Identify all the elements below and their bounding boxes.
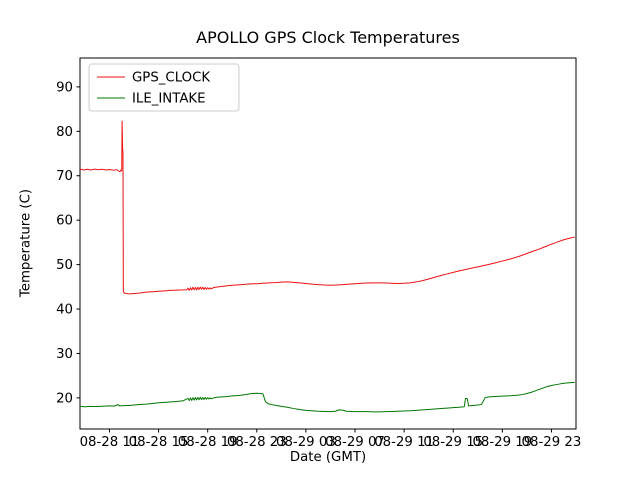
series-line-ile_intake xyxy=(79,381,575,413)
axes-frame xyxy=(79,57,577,430)
legend-label-ile_intake: ILE_INTAKE xyxy=(132,92,206,107)
y-tick-label: 60 xyxy=(56,214,73,229)
legend-label-gps_clock: GPS_CLOCK xyxy=(132,71,210,86)
legend-box xyxy=(88,63,240,112)
y-tick-label: 50 xyxy=(56,258,73,273)
y-tick-label: 80 xyxy=(56,125,73,140)
x-axis-label: Date (GMT) xyxy=(289,450,367,465)
x-tick-label: 08-28 11 xyxy=(80,435,140,450)
x-tick-label: 08-29 07 xyxy=(325,435,385,450)
x-tick-label: 08-28 15 xyxy=(129,435,189,450)
chart-title: APOLLO GPS Clock Temperatures xyxy=(196,28,460,47)
x-tick-label: 08-29 03 xyxy=(276,435,336,450)
x-tick-label: 08-28 19 xyxy=(178,435,238,450)
x-tick-label: 08-29 23 xyxy=(522,435,582,450)
y-tick-label: 90 xyxy=(56,80,73,95)
y-tick-label: 40 xyxy=(56,303,73,318)
series-line-gps_clock xyxy=(79,120,575,295)
y-axis-label: Temperature (C) xyxy=(18,188,34,298)
y-tick-label: 20 xyxy=(56,391,73,406)
y-tick-label: 30 xyxy=(56,347,73,362)
x-tick-label: 08-29 11 xyxy=(374,435,434,450)
x-tick-label: 08-28 23 xyxy=(227,435,287,450)
y-tick-label: 70 xyxy=(56,169,73,184)
x-tick-label: 08-29 19 xyxy=(472,435,532,450)
x-tick-label: 08-29 15 xyxy=(423,435,483,450)
